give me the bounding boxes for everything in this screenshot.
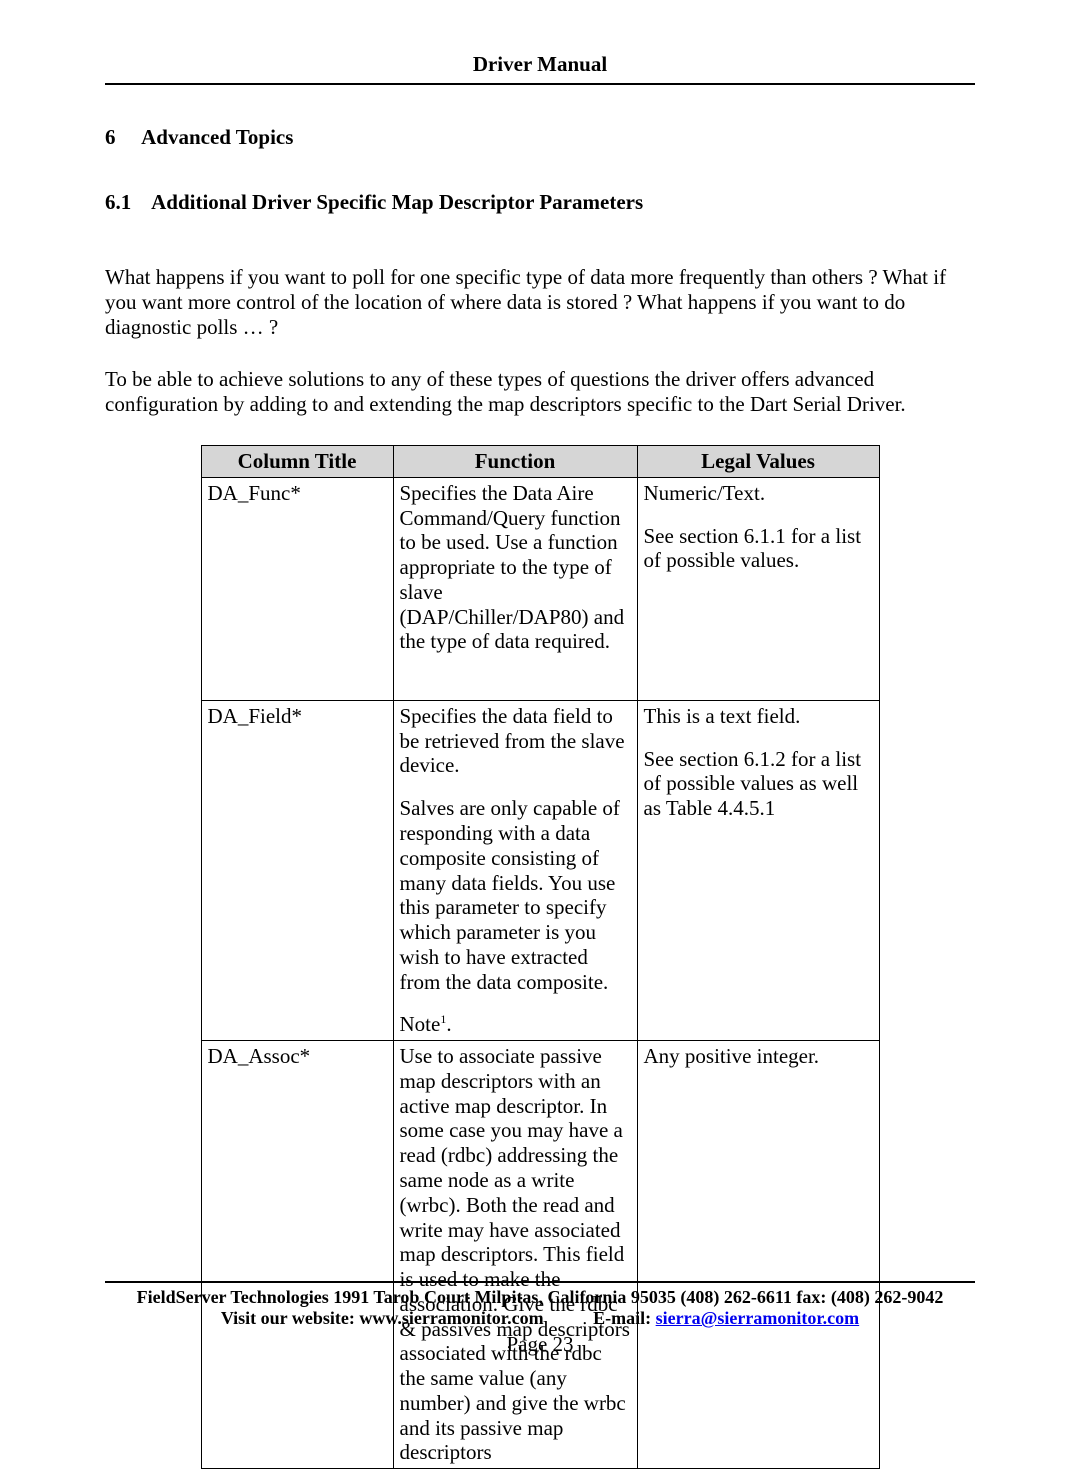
cell-column-title: DA_Field* (201, 700, 393, 1040)
footer-rule (105, 1281, 975, 1283)
cell-legal-values: Any positive integer. (637, 1041, 879, 1469)
paragraph-1: What happens if you want to poll for one… (105, 265, 975, 339)
cell-text: See section 6.1.2 for a list of possible… (644, 747, 873, 821)
note-prefix: Note (400, 1012, 441, 1036)
header-rule (105, 83, 975, 85)
table-header-row: Column Title Function Legal Values (201, 445, 879, 477)
cell-legal-values: Numeric/Text. See section 6.1.1 for a li… (637, 477, 879, 700)
cell-text: Specifies the Data Aire Command/Query fu… (400, 481, 631, 654)
footer-email-label: E-mail: (593, 1308, 656, 1328)
table-row: DA_Field* Specifies the data field to be… (201, 700, 879, 1040)
cell-function: Specifies the Data Aire Command/Query fu… (393, 477, 637, 700)
cell-text: Salves are only capable of responding wi… (400, 796, 631, 994)
page-footer: FieldServer Technologies 1991 Tarob Cour… (105, 1281, 975, 1357)
section-6-number: 6 (105, 125, 137, 150)
page-header-title: Driver Manual (105, 52, 975, 77)
paragraph-2: To be able to achieve solutions to any o… (105, 367, 975, 417)
cell-function: Use to associate passive map descriptors… (393, 1041, 637, 1469)
cell-text: Numeric/Text. (644, 481, 873, 506)
header-column-title: Column Title (201, 445, 393, 477)
cell-column-title: DA_Func* (201, 477, 393, 700)
cell-function: Specifies the data field to be retrieved… (393, 700, 637, 1040)
header-function: Function (393, 445, 637, 477)
footer-address: FieldServer Technologies 1991 Tarob Cour… (105, 1287, 975, 1309)
cell-text: Note1. (400, 1012, 631, 1037)
header-legal-values: Legal Values (637, 445, 879, 477)
footer-website: Visit our website: www.sierramonitor.com (221, 1308, 544, 1328)
cell-text: Use to associate passive map descriptors… (400, 1044, 631, 1465)
footer-contact: Visit our website: www.sierramonitor.com… (105, 1308, 975, 1330)
section-6-1-title: Additional Driver Specific Map Descripto… (151, 190, 643, 214)
footer-gap (544, 1308, 594, 1328)
cell-text: See section 6.1.1 for a list of possible… (644, 524, 873, 574)
footer-email-link[interactable]: sierra@sierramonitor.com (656, 1308, 860, 1328)
section-6-1-heading: 6.1 Additional Driver Specific Map Descr… (105, 190, 975, 215)
section-6-title: Advanced Topics (141, 125, 293, 149)
section-6-heading: 6 Advanced Topics (105, 125, 975, 150)
cell-spacer (400, 672, 631, 697)
cell-text: This is a text field. (644, 704, 873, 729)
note-suffix: . (446, 1012, 451, 1036)
cell-legal-values: This is a text field. See section 6.1.2 … (637, 700, 879, 1040)
cell-text: Any positive integer. (644, 1044, 873, 1069)
table-row: DA_Assoc* Use to associate passive map d… (201, 1041, 879, 1469)
page: Driver Manual 6 Advanced Topics 6.1 Addi… (0, 0, 1080, 1397)
footer-page-number: Page 23 (105, 1332, 975, 1357)
table-row: DA_Func* Specifies the Data Aire Command… (201, 477, 879, 700)
cell-text: Specifies the data field to be retrieved… (400, 704, 631, 778)
section-6-1-number: 6.1 (105, 190, 147, 215)
cell-column-title: DA_Assoc* (201, 1041, 393, 1469)
